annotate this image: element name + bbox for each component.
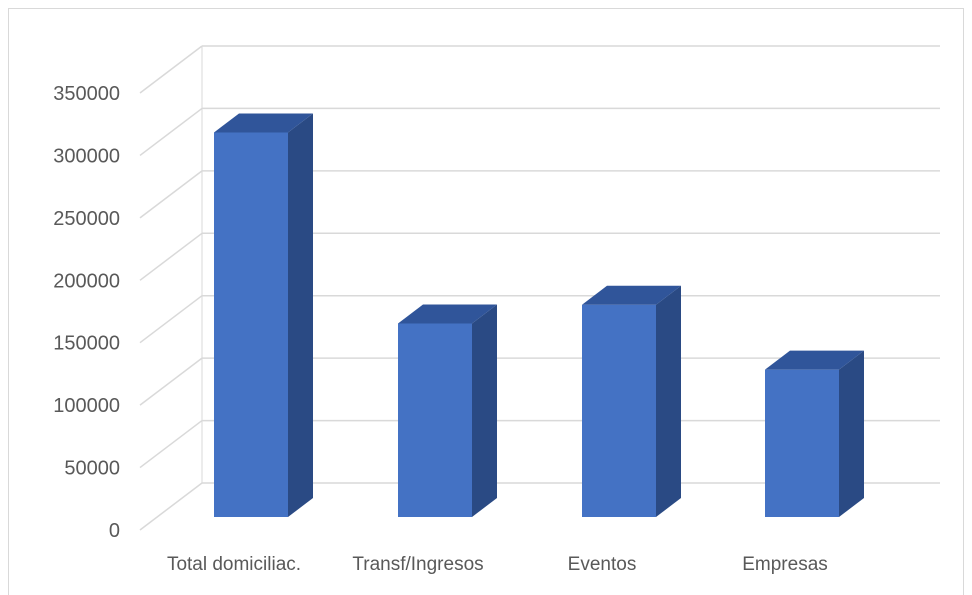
y-tick-label: 350000 (53, 83, 120, 105)
gridlines (139, 45, 940, 531)
bar (214, 113, 313, 517)
bar-top (398, 304, 497, 324)
gridline-diagonal (139, 295, 203, 344)
bar-front (765, 369, 839, 517)
bar (582, 285, 681, 517)
gridline-diagonal (139, 357, 203, 406)
y-tick-label: 300000 (53, 145, 120, 167)
bar-side (472, 304, 497, 517)
y-tick-label: 50000 (64, 458, 120, 480)
y-tick-label: 250000 (53, 208, 120, 230)
bar-front (398, 323, 472, 517)
gridline-diagonal (139, 232, 203, 281)
bar-top (765, 350, 864, 370)
bar-front (214, 132, 288, 517)
y-tick-label: 150000 (53, 333, 120, 355)
gridline-diagonal (139, 107, 203, 157)
bar-top (582, 285, 681, 305)
chart-frame (8, 8, 964, 595)
bar-side (288, 113, 313, 517)
x-category-label: Eventos (568, 554, 637, 575)
x-category-label: Empresas (742, 554, 828, 575)
y-axis-ticks: 0 50000 100000 150000 200000 250000 300000 3500… (53, 83, 120, 542)
y-tick-label: 200000 (53, 270, 120, 292)
bar (765, 350, 864, 517)
y-tick-label: 0 (109, 520, 120, 542)
gridline-diagonal (139, 45, 203, 94)
bar-side (656, 285, 681, 517)
gridline-diagonal (139, 419, 203, 469)
y-tick-label: 100000 (53, 395, 120, 417)
bar-top (214, 113, 313, 133)
bars (214, 113, 864, 517)
x-category-label: Total domiciliac. (167, 554, 301, 575)
bar (398, 304, 497, 517)
x-axis-labels: Total domiciliac. Transf/Ingresos Eventos E… (167, 554, 828, 575)
x-category-label: Transf/Ingresos (352, 554, 483, 575)
gridline-diagonal (139, 482, 203, 531)
gridline-diagonal (139, 170, 203, 219)
bar-front (582, 304, 656, 517)
bar-side (839, 350, 864, 517)
